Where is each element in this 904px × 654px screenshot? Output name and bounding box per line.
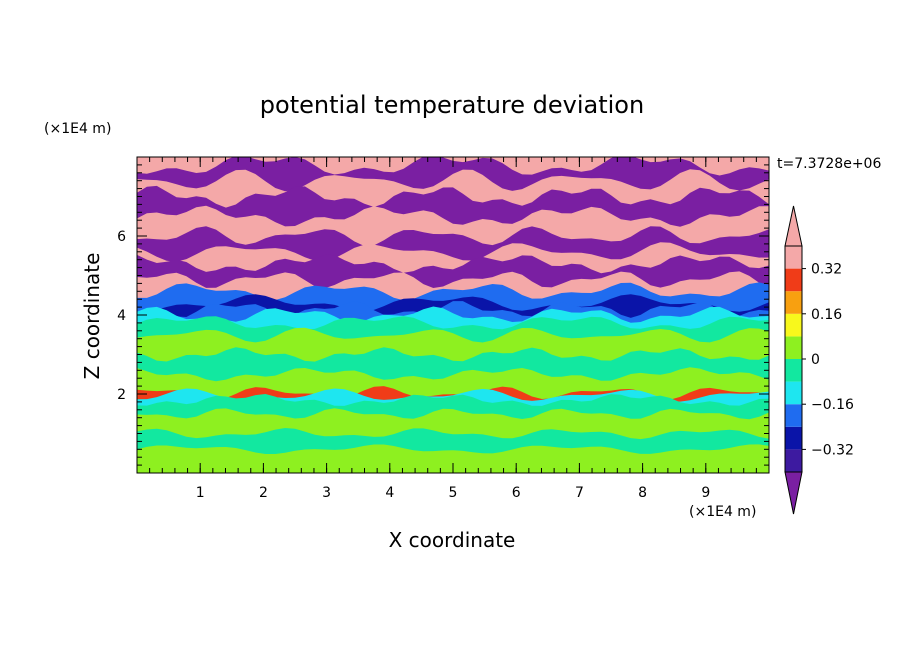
contour-field (137, 157, 769, 473)
colorbar-segment (785, 359, 802, 382)
colorbar-segment (785, 313, 802, 337)
colorbar-tick-label: 0.16 (811, 307, 842, 323)
chart-title: potential temperature deviation (260, 91, 644, 119)
colorbar-segment (785, 268, 802, 292)
time-label: t=7.3728e+06 (777, 156, 881, 172)
x-axis-label: X coordinate (389, 528, 516, 552)
colorbar-tick-label: 0.32 (811, 262, 842, 278)
colorbar-tick-label: −0.16 (811, 397, 854, 413)
y-axis-label: Z coordinate (80, 253, 104, 380)
x-axis: 1 2 3 4 5 6 7 8 9 (196, 157, 710, 501)
x-tick-label: 4 (385, 485, 394, 501)
colorbar-segment (785, 449, 802, 472)
colorbar-segment (785, 426, 802, 450)
colorbar-segment (785, 291, 802, 314)
x-tick-label: 9 (701, 485, 710, 501)
y-axis: 2 4 6 (117, 229, 769, 403)
y-tick-label: 4 (117, 308, 126, 324)
x-tick-label: 5 (449, 485, 458, 501)
y-tick-label: 6 (117, 229, 126, 245)
colorbar: 0.32 0.16 0 −0.16 −0.32 (784, 205, 854, 515)
x-tick-label: 8 (638, 485, 647, 501)
x-tick-label: 2 (259, 485, 268, 501)
colorbar-segment (785, 246, 802, 269)
colorbar-segment (785, 381, 802, 405)
colorbar-tick-label: −0.32 (811, 442, 854, 458)
x-unit-label: (×1E4 m) (689, 504, 756, 520)
x-tick-label: 1 (196, 485, 205, 501)
colorbar-segment (785, 404, 802, 427)
y-tick-label: 2 (117, 387, 126, 403)
colorbar-segment (785, 336, 802, 359)
x-tick-label: 3 (322, 485, 331, 501)
colorbar-underflow-arrow (784, 471, 803, 515)
y-unit-label: (×1E4 m) (44, 121, 111, 137)
x-tick-label: 6 (512, 485, 521, 501)
colorbar-overflow-arrow (784, 205, 803, 247)
x-tick-label: 7 (575, 485, 584, 501)
colorbar-tick-label: 0 (811, 352, 820, 368)
contour-band (137, 444, 769, 473)
